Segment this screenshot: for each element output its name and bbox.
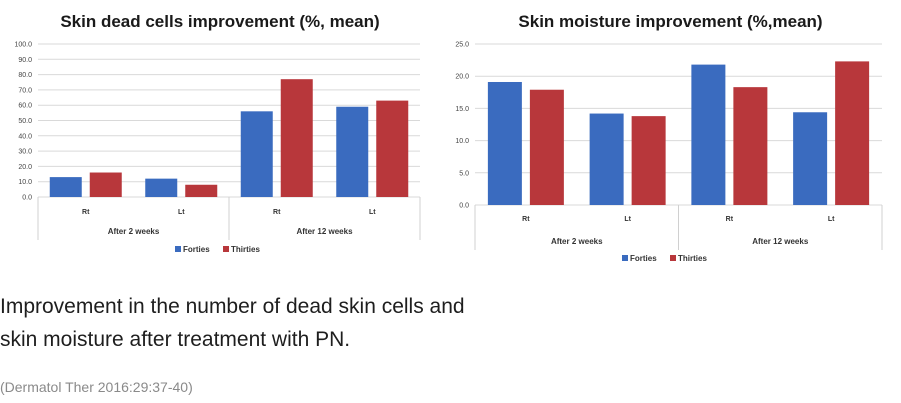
bar-thirties	[733, 87, 768, 205]
bar-thirties	[280, 79, 313, 197]
bar-thirties	[631, 116, 666, 205]
chart-title: Skin dead cells improvement (%, mean)	[60, 12, 380, 31]
x-tick-label: Rt	[82, 209, 90, 216]
bar-thirties	[835, 61, 870, 205]
y-tick-label: 0.0	[22, 195, 32, 202]
caption-line: Improvement in the number of dead skin c…	[0, 295, 465, 318]
legend-swatch-thirties	[223, 246, 229, 252]
legend-swatch-thirties	[670, 255, 676, 261]
x-tick-label: Lt	[178, 209, 185, 216]
group-label: After 2 weeks	[108, 227, 160, 236]
bar-forties	[691, 64, 726, 205]
y-tick-label: 10.0	[18, 179, 32, 186]
x-tick-label: Lt	[828, 216, 835, 223]
bar-thirties	[376, 100, 409, 197]
bar-thirties	[89, 172, 122, 197]
dead-cells-chart-svg: 100.0 90.0 80.0 70.0 60.0 50.0 40.0 30.0 20.0 10.…	[14, 42, 421, 254]
y-tick-label: 40.0	[18, 133, 32, 140]
x-tick-label: Lt	[369, 209, 376, 216]
caption-line: skin moisture after treatment with PN.	[0, 328, 351, 351]
legend-label: Forties	[183, 245, 210, 254]
chart-title: Skin moisture improvement (%,mean)	[518, 12, 823, 31]
bar-thirties	[529, 89, 564, 205]
y-tick-label: 0.0	[459, 203, 469, 210]
source-citation: (Dermatol Ther 2016:29:37-40)	[0, 379, 193, 395]
y-tick-label: 30.0	[18, 149, 32, 156]
dead-cells-chart: Skin dead cells improvement (%, mean) 10…	[0, 0, 440, 268]
group-label: After 2 weeks	[551, 237, 603, 246]
figure-caption: Improvement in the number of dead skin c…	[0, 290, 600, 356]
legend-label: Thirties	[231, 245, 260, 254]
y-tick-label: 90.0	[18, 57, 32, 64]
moisture-chart-svg: 25.0 20.0 15.0 10.0 5.0 0.0 Rt Lt Rt Lt After 2 we…	[455, 42, 883, 263]
y-tick-label: 20.0	[455, 74, 469, 81]
y-tick-label: 5.0	[459, 170, 469, 177]
x-tick-label: Rt	[522, 216, 530, 223]
bar-forties	[240, 111, 273, 197]
y-tick-label: 10.0	[455, 138, 469, 145]
x-tick-label: Rt	[726, 216, 734, 223]
bar-forties	[49, 177, 82, 197]
y-tick-label: 20.0	[18, 164, 32, 171]
bar-thirties	[185, 184, 218, 197]
bar-forties	[336, 106, 369, 197]
legend-label: Forties	[630, 254, 657, 263]
legend-label: Thirties	[678, 254, 707, 263]
x-tick-label: Rt	[273, 209, 281, 216]
y-tick-label: 25.0	[455, 42, 469, 49]
y-tick-label: 15.0	[455, 106, 469, 113]
bar-forties	[487, 81, 522, 205]
y-tick-label: 50.0	[18, 118, 32, 125]
bar-forties	[145, 178, 178, 197]
moisture-chart: Skin moisture improvement (%,mean) 25.0 2…	[440, 0, 901, 275]
group-label: After 12 weeks	[296, 227, 353, 236]
y-tick-label: 60.0	[18, 103, 32, 110]
y-tick-label: 70.0	[18, 87, 32, 94]
legend-swatch-forties	[175, 246, 181, 252]
bar-forties	[793, 112, 828, 205]
bar-forties	[589, 113, 624, 205]
group-label: After 12 weeks	[752, 237, 809, 246]
x-tick-label: Lt	[624, 216, 631, 223]
y-tick-label: 80.0	[18, 72, 32, 79]
y-tick-label: 100.0	[14, 42, 32, 49]
legend-swatch-forties	[622, 255, 628, 261]
